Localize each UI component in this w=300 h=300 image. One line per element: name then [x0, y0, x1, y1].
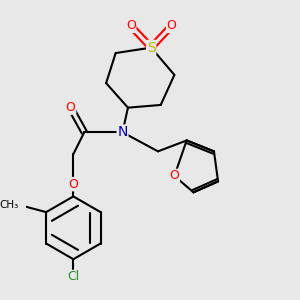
- Text: O: O: [68, 178, 78, 190]
- Text: O: O: [169, 169, 179, 182]
- Text: O: O: [66, 101, 76, 114]
- Text: Cl: Cl: [67, 271, 80, 284]
- Text: O: O: [126, 19, 136, 32]
- Text: CH₃: CH₃: [0, 200, 19, 210]
- Text: S: S: [147, 40, 155, 55]
- Text: N: N: [117, 125, 128, 139]
- Text: O: O: [167, 19, 177, 32]
